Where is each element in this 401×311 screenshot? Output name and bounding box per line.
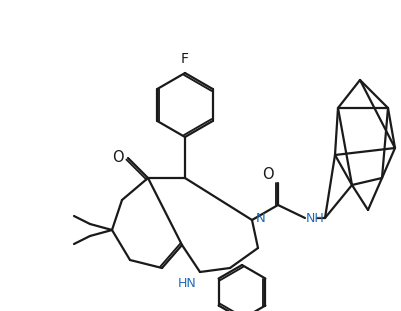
Text: HN: HN	[178, 277, 196, 290]
Text: NH: NH	[305, 211, 324, 225]
Text: N: N	[255, 211, 265, 225]
Text: O: O	[112, 150, 124, 165]
Text: F: F	[180, 52, 188, 66]
Text: O: O	[262, 167, 273, 182]
